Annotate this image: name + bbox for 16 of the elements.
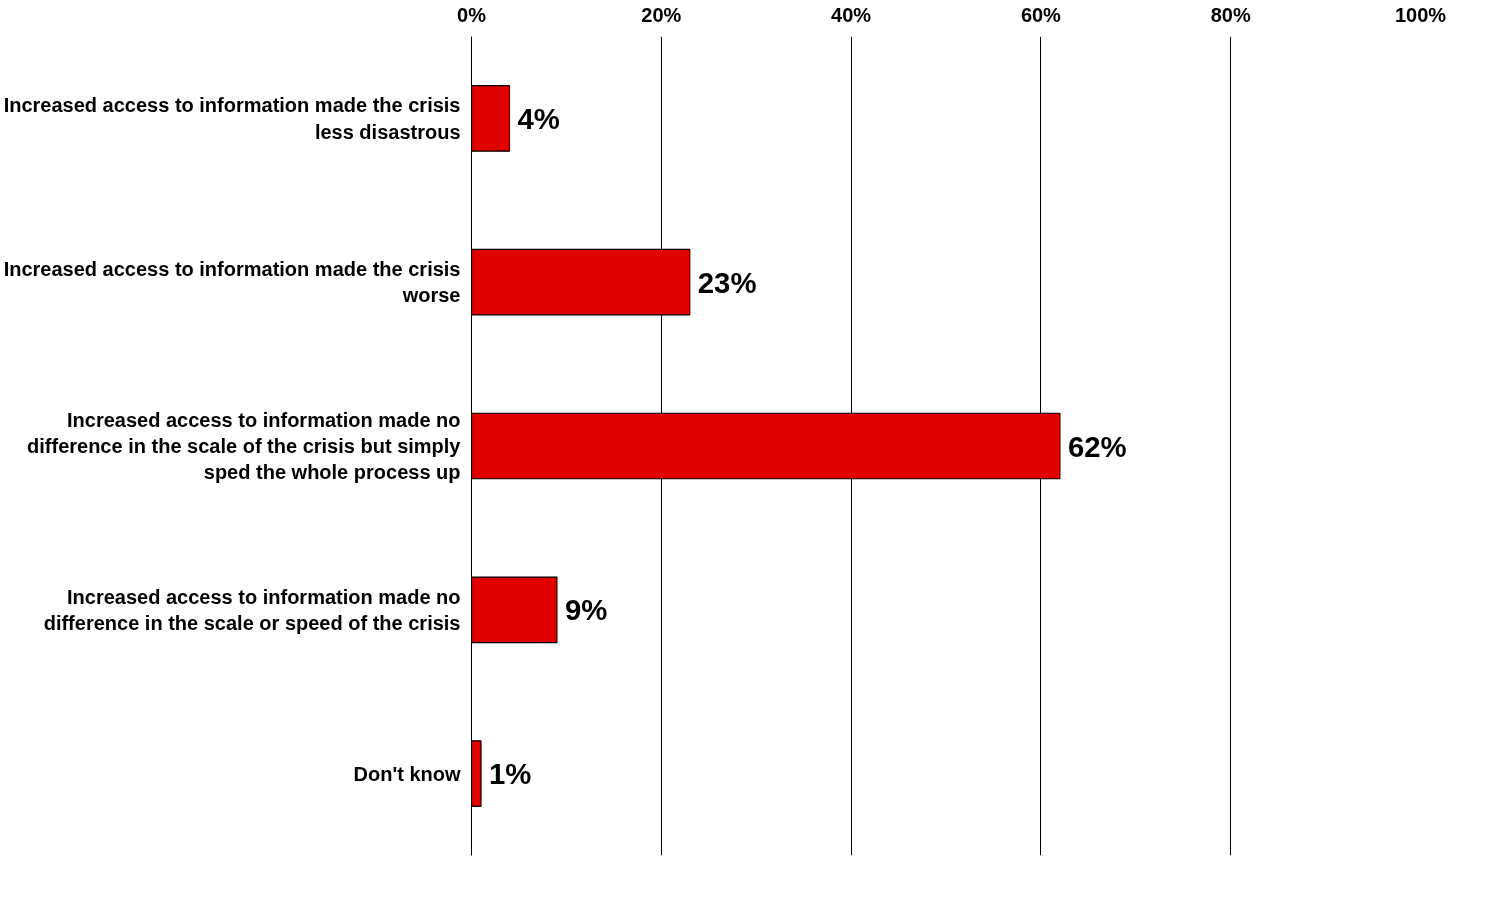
x-tick-label: 80%: [1210, 3, 1251, 26]
y-tick-label: Increased access to information made the crisis less disastrous: [3, 94, 461, 143]
x-tick-label: 40%: [831, 3, 872, 26]
x-tick-label: 60%: [1020, 3, 1062, 26]
y-tick-label: Increased access to information made no difference in the scale of the crisis but simply sped the whole process up: [27, 408, 462, 484]
y-tick-label: Increased access to information made no difference in the scale or speed of the crisis: [43, 585, 461, 634]
x-tick-label: 100%: [1394, 3, 1447, 26]
y-tick-label: Don't know: [353, 762, 461, 785]
data-label: 9%: [564, 593, 608, 627]
data-label: 62%: [1067, 429, 1127, 463]
x-tick-label: 0%: [457, 3, 487, 26]
x-tick-label: 20%: [641, 3, 682, 26]
data-label: 4%: [517, 101, 560, 135]
data-label: 23%: [697, 265, 757, 299]
data-label: 1%: [488, 757, 532, 791]
y-tick-label: Increased access to information made the crisis worse: [3, 258, 461, 307]
